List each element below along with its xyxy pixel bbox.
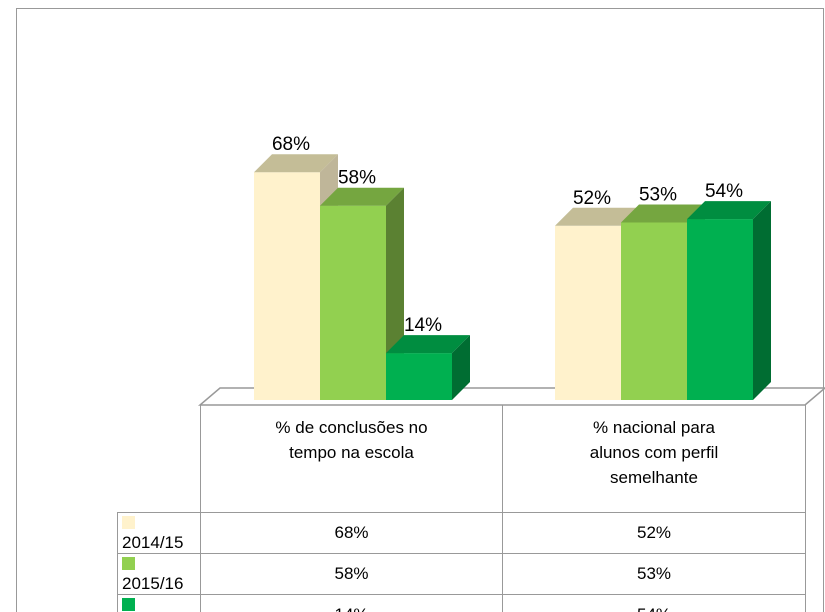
legend-cell: 2014/15 [117,512,201,554]
category-label: % nacional para alunos com perfil semelh… [589,418,719,487]
bar-top [687,201,771,220]
table-value: 68% [200,512,503,554]
legend-swatch [122,557,135,570]
bar [555,225,621,400]
table-row: 2016/1714%54% [117,594,806,612]
legend-label: 2015/16 [122,574,184,593]
table-value: 52% [502,512,806,554]
legend-cell: 2015/16 [117,553,201,595]
data-label: 53% [639,184,677,205]
legend-label: 2014/15 [122,533,184,552]
table-value: 58% [200,553,503,595]
bar-top [555,207,639,226]
category-cell: % de conclusões no tempo na escola [200,405,503,513]
legend-swatch [122,598,135,611]
table-row: 2015/16 58% 53% [117,553,806,595]
data-label: 14% [404,315,442,336]
bar [621,222,687,400]
bar-top [254,154,338,173]
category-label: % de conclusões no tempo na escola [275,418,428,462]
bar-top [386,335,470,354]
legend-swatch [122,516,135,529]
table-value: 14% [200,594,503,612]
bar [320,205,386,400]
data-label: 68% [272,134,310,155]
category-cell: % nacional para alunos com perfil semelh… [502,405,806,513]
bar-side [753,201,771,400]
bar-top [621,204,705,223]
bar [254,172,320,400]
data-table: % de conclusões no tempo na escola % nac… [117,405,806,612]
chart-border [16,8,824,612]
table-value: 54% [502,594,806,612]
bar [386,353,452,400]
blank [117,405,201,513]
bar [687,219,753,400]
legend-cell: 2016/17 [117,594,201,612]
data-label: 52% [573,188,611,209]
bar-top [320,187,404,206]
table-row: 2014/15 68% 52% [117,512,806,554]
data-label: 54% [705,181,743,202]
table-value: 53% [502,553,806,595]
bar-side [452,335,470,400]
data-label: 58% [338,168,376,189]
